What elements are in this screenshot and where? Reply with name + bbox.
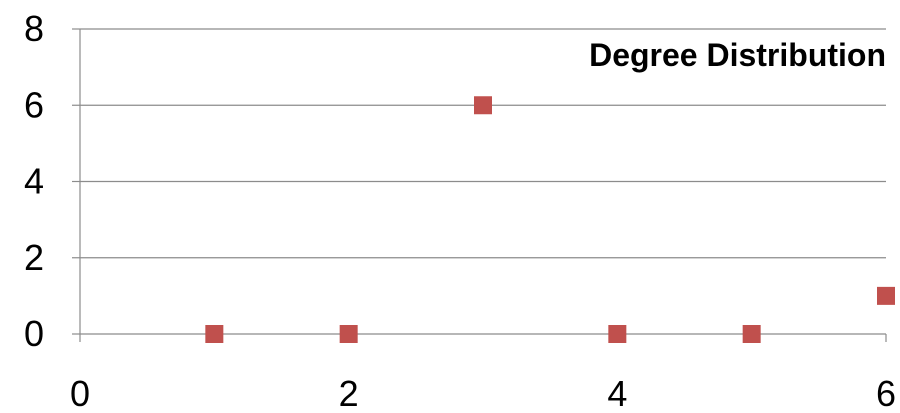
data-point-6-1 bbox=[877, 286, 895, 305]
axes bbox=[72, 28, 887, 342]
data-point-5-0 bbox=[742, 325, 761, 343]
x-tick-label-2: 2 bbox=[339, 373, 359, 413]
data-point-2-0 bbox=[339, 325, 358, 343]
tick-labels: 0 2 4 6 8 0 2 4 6 bbox=[24, 8, 896, 413]
y-tick-label-0: 0 bbox=[24, 313, 44, 354]
data-points bbox=[205, 96, 895, 343]
x-tick-label-0: 0 bbox=[70, 373, 90, 413]
data-point-3-6 bbox=[474, 96, 492, 115]
y-tick-label-6: 6 bbox=[24, 84, 44, 125]
x-tick-label-4: 4 bbox=[607, 373, 627, 413]
data-point-4-0 bbox=[608, 325, 627, 343]
y-tick-label-4: 4 bbox=[24, 161, 44, 202]
chart-title: Degree Distribution bbox=[589, 37, 886, 73]
data-point-1-0 bbox=[205, 325, 224, 343]
y-tick-label-2: 2 bbox=[24, 237, 44, 278]
y-tick-label-8: 8 bbox=[24, 8, 44, 49]
x-tick-label-6: 6 bbox=[876, 373, 896, 413]
